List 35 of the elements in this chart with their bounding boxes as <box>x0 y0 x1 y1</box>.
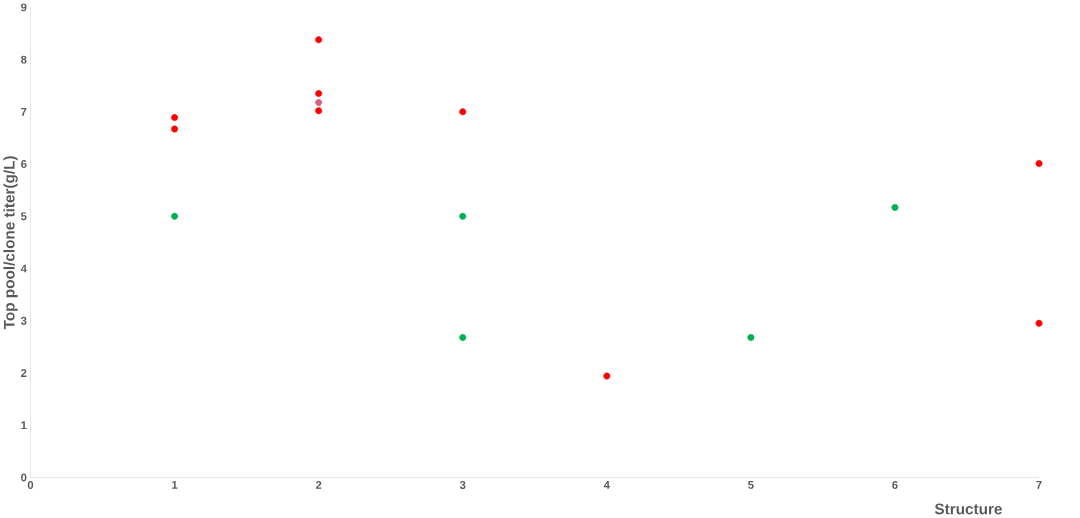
point <box>459 108 467 116</box>
point <box>1035 319 1043 327</box>
y-axis-title: Top pool/clone titer(g/L) <box>3 156 18 330</box>
x-tick-label: 3 <box>459 481 466 490</box>
point <box>603 372 611 380</box>
point <box>1035 160 1043 168</box>
y-tick-label: 6 <box>21 160 27 169</box>
y-tick-label: 7 <box>21 108 27 116</box>
x-tick-label: 5 <box>748 481 754 489</box>
x-axis-title: Structure <box>934 503 1002 515</box>
point <box>747 334 755 342</box>
y-tick-label: 5 <box>21 212 27 221</box>
y-tick-label: 4 <box>20 264 27 273</box>
point <box>315 36 323 44</box>
x-tick-label: 0 <box>27 481 34 490</box>
x-tick-label: 7 <box>1036 481 1042 489</box>
y-tick-label: 9 <box>21 3 27 12</box>
y-tick-label: 8 <box>21 55 27 64</box>
point <box>171 125 179 133</box>
y-tick-label: 0 <box>21 473 27 482</box>
x-tick-label: 1 <box>172 481 178 489</box>
point <box>459 334 467 342</box>
point <box>171 212 179 220</box>
point <box>171 114 179 122</box>
x-tick-label: 2 <box>315 481 322 489</box>
point <box>459 212 467 220</box>
point <box>891 204 899 211</box>
point <box>315 107 323 115</box>
point <box>315 99 323 107</box>
y-tick-label: 3 <box>20 316 27 325</box>
y-tick-label: 1 <box>21 421 27 430</box>
y-tick-label: 2 <box>21 369 27 377</box>
x-tick-label: 6 <box>892 481 898 490</box>
x-tick-label: 4 <box>603 481 610 489</box>
point <box>315 90 323 98</box>
